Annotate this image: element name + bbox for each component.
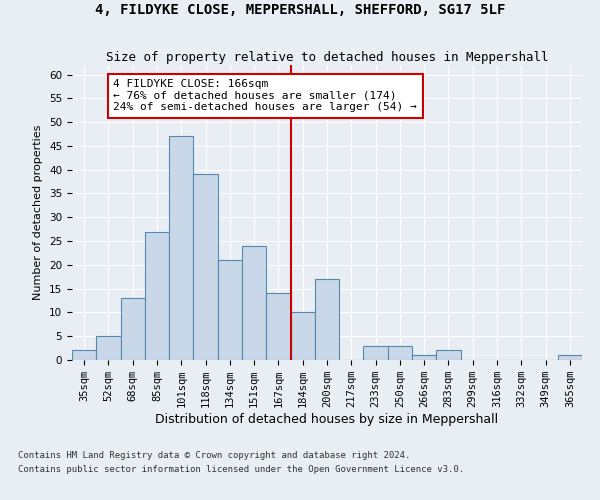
Title: Size of property relative to detached houses in Meppershall: Size of property relative to detached ho… bbox=[106, 51, 548, 64]
Bar bbox=[412, 355, 436, 360]
Text: Contains HM Land Registry data © Crown copyright and database right 2024.: Contains HM Land Registry data © Crown c… bbox=[18, 450, 410, 460]
Text: Contains public sector information licensed under the Open Government Licence v3: Contains public sector information licen… bbox=[18, 466, 464, 474]
Text: 4, FILDYKE CLOSE, MEPPERSHALL, SHEFFORD, SG17 5LF: 4, FILDYKE CLOSE, MEPPERSHALL, SHEFFORD,… bbox=[95, 2, 505, 16]
Bar bbox=[72, 350, 96, 360]
Y-axis label: Number of detached properties: Number of detached properties bbox=[34, 125, 43, 300]
Bar bbox=[558, 355, 582, 360]
Bar bbox=[436, 350, 461, 360]
Bar bbox=[218, 260, 242, 360]
X-axis label: Distribution of detached houses by size in Meppershall: Distribution of detached houses by size … bbox=[155, 413, 499, 426]
Bar bbox=[96, 336, 121, 360]
Bar bbox=[169, 136, 193, 360]
Bar bbox=[242, 246, 266, 360]
Text: 4 FILDYKE CLOSE: 166sqm
← 76% of detached houses are smaller (174)
24% of semi-d: 4 FILDYKE CLOSE: 166sqm ← 76% of detache… bbox=[113, 80, 417, 112]
Bar bbox=[266, 294, 290, 360]
Bar bbox=[145, 232, 169, 360]
Bar bbox=[121, 298, 145, 360]
Bar bbox=[364, 346, 388, 360]
Bar bbox=[388, 346, 412, 360]
Bar bbox=[290, 312, 315, 360]
Bar bbox=[193, 174, 218, 360]
Bar bbox=[315, 279, 339, 360]
